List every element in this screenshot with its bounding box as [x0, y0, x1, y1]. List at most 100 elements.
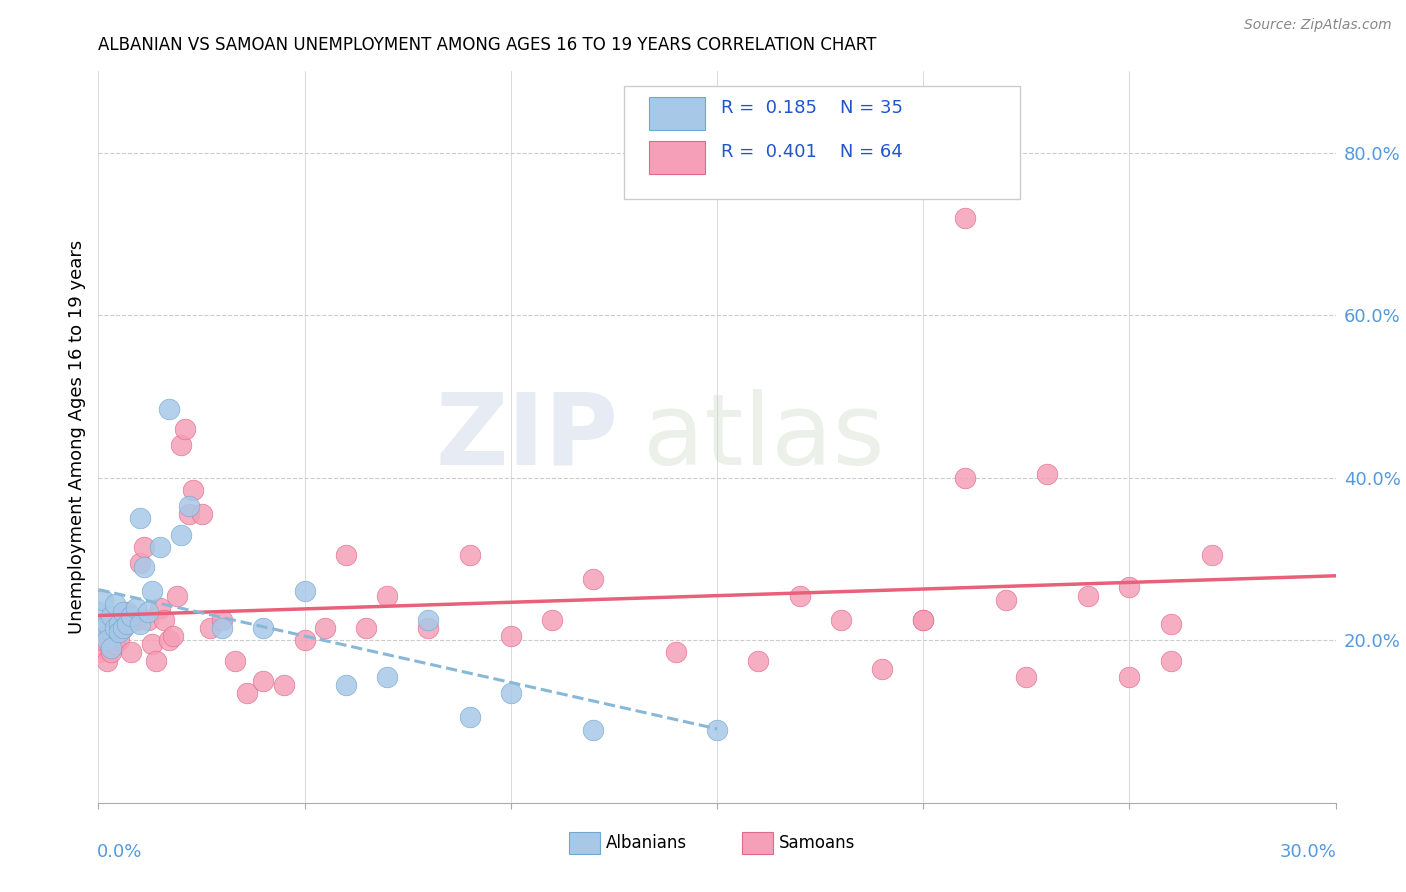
Point [166, 589, 188, 603]
Point [789, 589, 811, 603]
Point [91, 633, 114, 648]
Point [912, 613, 935, 627]
Text: R =  0.401    N = 64: R = 0.401 N = 64 [721, 143, 903, 161]
Point [953, 211, 976, 225]
Point [541, 613, 564, 627]
Point [499, 686, 522, 700]
Text: 30.0%: 30.0% [1279, 843, 1337, 861]
Text: R =  0.185    N = 35: R = 0.185 N = 35 [721, 99, 903, 117]
Point [211, 621, 233, 635]
Point [1077, 589, 1099, 603]
Point [104, 637, 127, 651]
Point [190, 508, 212, 522]
Point [1118, 581, 1140, 595]
Point [141, 584, 163, 599]
Point [870, 662, 893, 676]
Point [120, 608, 142, 623]
Point [112, 621, 135, 635]
Point [1036, 467, 1059, 481]
Point [100, 608, 122, 623]
Point [236, 686, 259, 700]
Point [108, 617, 131, 632]
Point [181, 483, 204, 497]
Point [96, 617, 118, 632]
FancyBboxPatch shape [650, 97, 704, 130]
Point [1201, 548, 1223, 562]
Point [104, 597, 127, 611]
Text: Samoans: Samoans [779, 834, 855, 852]
Point [128, 556, 150, 570]
Point [294, 584, 316, 599]
Point [170, 527, 193, 541]
Point [198, 621, 221, 635]
Point [912, 613, 935, 627]
Point [124, 613, 146, 627]
Point [108, 617, 131, 632]
Point [418, 621, 440, 635]
Point [356, 621, 378, 635]
Point [128, 511, 150, 525]
Text: ZIP: ZIP [436, 389, 619, 485]
Point [211, 613, 233, 627]
Point [582, 572, 605, 586]
Point [179, 499, 201, 513]
Point [335, 548, 357, 562]
Text: atlas: atlas [643, 389, 884, 485]
Text: ALBANIAN VS SAMOAN UNEMPLOYMENT AMONG AGES 16 TO 19 YEARS CORRELATION CHART: ALBANIAN VS SAMOAN UNEMPLOYMENT AMONG AG… [98, 36, 877, 54]
Point [665, 645, 688, 659]
Point [96, 633, 118, 648]
Point [112, 621, 135, 635]
Point [994, 592, 1017, 607]
Point [375, 670, 398, 684]
Point [145, 654, 167, 668]
Point [91, 592, 114, 607]
Point [100, 641, 122, 656]
Point [458, 710, 481, 724]
Point [375, 589, 398, 603]
Point [499, 629, 522, 643]
Point [141, 637, 163, 651]
Point [104, 621, 127, 635]
Point [830, 613, 852, 627]
Point [179, 508, 201, 522]
Point [149, 540, 172, 554]
Point [124, 600, 146, 615]
Point [136, 605, 159, 619]
FancyBboxPatch shape [650, 141, 704, 174]
Point [112, 605, 135, 619]
Point [170, 438, 193, 452]
Point [117, 617, 139, 632]
Point [1118, 670, 1140, 684]
FancyBboxPatch shape [742, 832, 773, 854]
Point [252, 673, 274, 688]
Point [96, 621, 118, 635]
Point [157, 401, 180, 416]
Point [128, 617, 150, 632]
Point [117, 605, 139, 619]
Point [87, 645, 110, 659]
Point [335, 678, 357, 692]
Point [149, 600, 172, 615]
FancyBboxPatch shape [568, 832, 599, 854]
Point [157, 633, 180, 648]
Point [582, 723, 605, 737]
Point [252, 621, 274, 635]
Point [162, 629, 184, 643]
Point [747, 654, 769, 668]
Point [706, 723, 728, 737]
Point [314, 621, 336, 635]
Point [174, 422, 197, 436]
Point [108, 633, 131, 648]
Point [100, 645, 122, 659]
Point [120, 645, 142, 659]
Point [224, 654, 246, 668]
Point [1160, 654, 1182, 668]
Point [136, 613, 159, 627]
Point [458, 548, 481, 562]
FancyBboxPatch shape [624, 86, 1021, 200]
Point [108, 625, 131, 640]
Point [273, 678, 295, 692]
Point [132, 540, 155, 554]
Point [294, 633, 316, 648]
Point [132, 560, 155, 574]
